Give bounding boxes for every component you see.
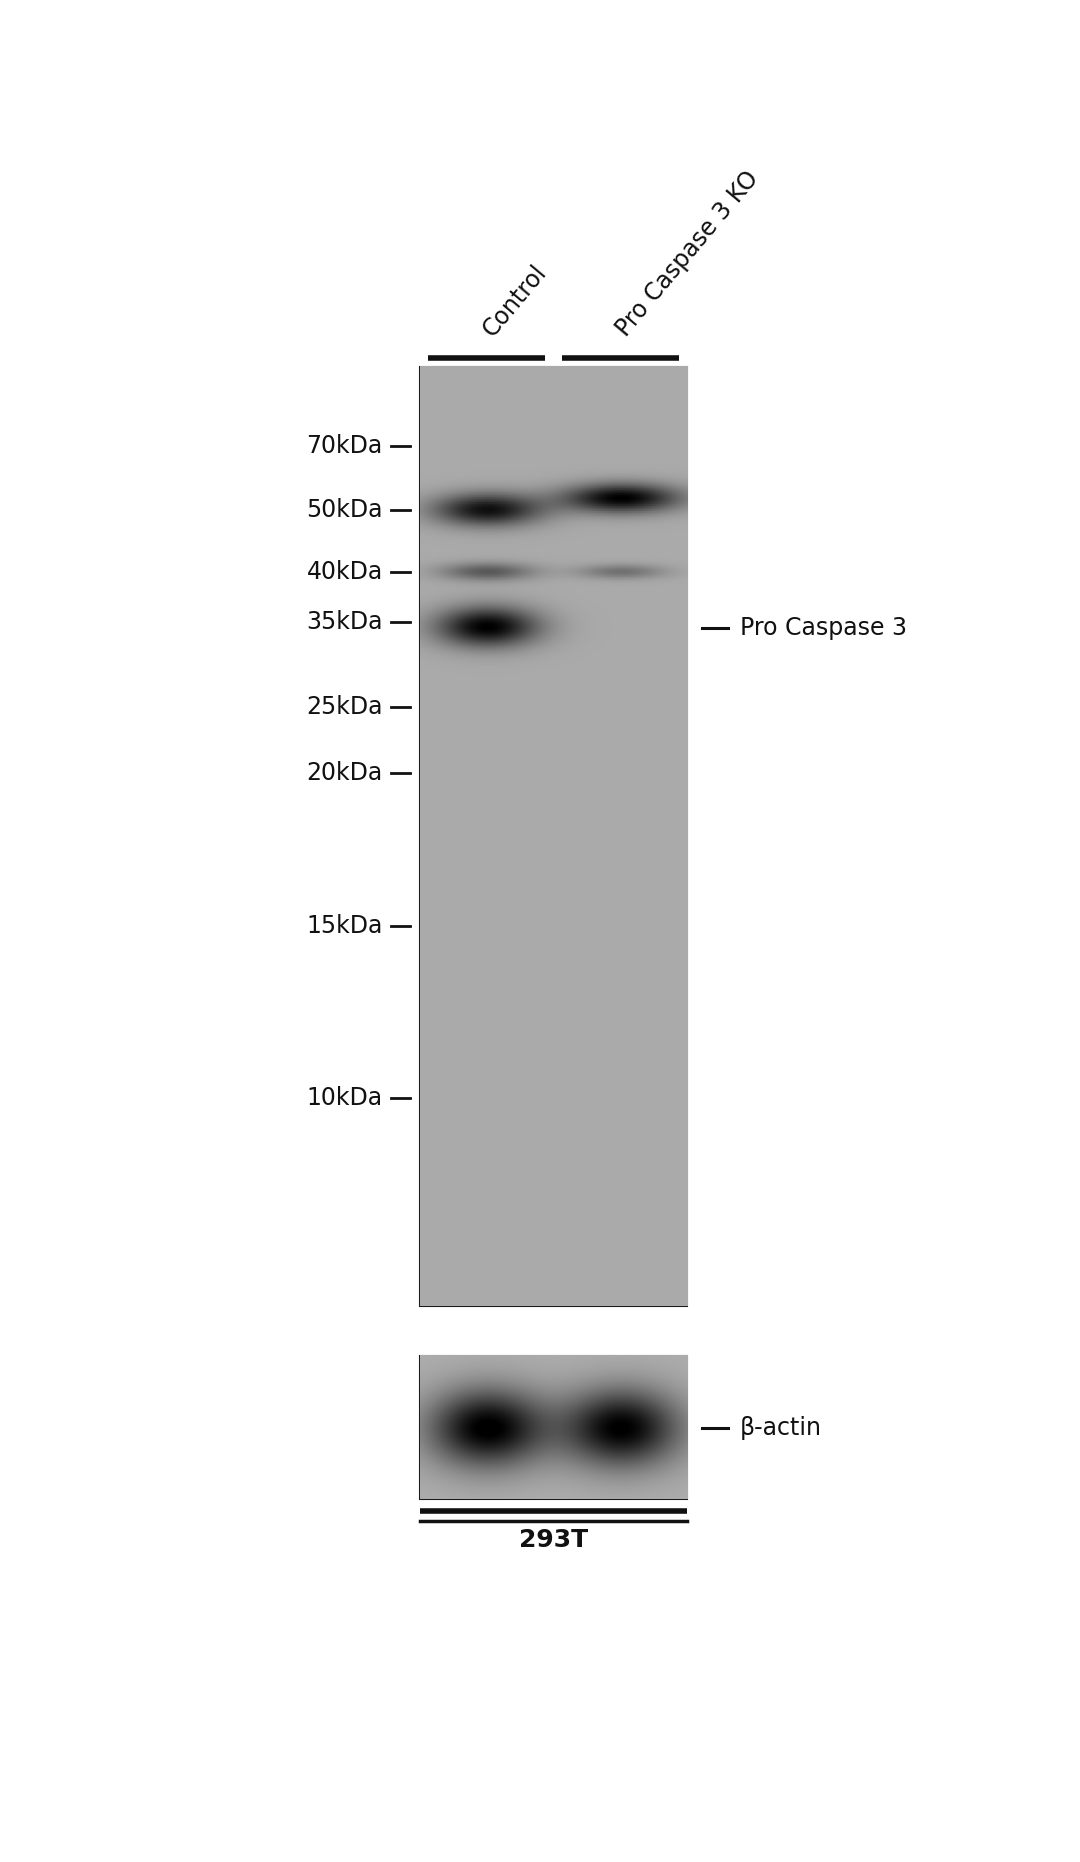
Text: 10kDa: 10kDa [307, 1086, 382, 1110]
Text: 25kDa: 25kDa [307, 695, 382, 719]
Text: Pro Caspase 3 KO: Pro Caspase 3 KO [612, 166, 764, 341]
Text: 15kDa: 15kDa [307, 914, 382, 938]
Text: 70kDa: 70kDa [307, 434, 382, 458]
Text: 40kDa: 40kDa [307, 560, 382, 585]
Text: Pro Caspase 3: Pro Caspase 3 [740, 616, 907, 641]
Text: 20kDa: 20kDa [307, 760, 382, 784]
Text: 293T: 293T [518, 1529, 589, 1553]
Text: 35kDa: 35kDa [307, 611, 382, 635]
Text: β-actin: β-actin [740, 1415, 822, 1439]
Bar [420, 1356, 688, 1499]
Bar [420, 367, 688, 1305]
Text: 50kDa: 50kDa [307, 499, 382, 521]
Text: Control: Control [478, 261, 552, 341]
